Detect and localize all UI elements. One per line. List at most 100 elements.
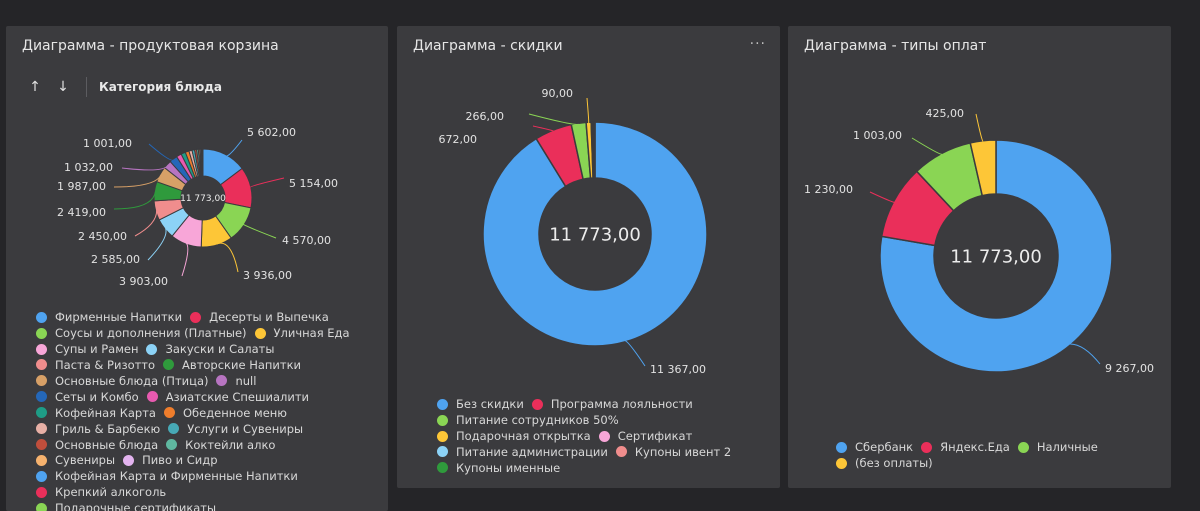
legend-label: Подарочные сертификаты [55, 501, 217, 511]
legend-color-dot-icon [146, 391, 158, 403]
legend-item-сеты-и-комбо[interactable]: Сеты и Комбо [36, 390, 139, 404]
legend-item-кофейная-карта-и-фирменные-напитки[interactable]: Кофейная Карта и Фирменные Напитки [36, 469, 298, 483]
leader-line-яндекс-еда [869, 191, 897, 204]
legend-item-без-скидки[interactable]: Без скидки [437, 397, 524, 411]
legend-label: Гриль & Барбекю [55, 421, 161, 436]
leader-line-супы-и-рамен [181, 242, 189, 277]
legend-label: Яндекс.Еда [940, 440, 1010, 454]
legend-item-подарочные-сертификаты[interactable]: Подарочные сертификаты [36, 501, 216, 511]
legend-item-сертификат[interactable]: Сертификат [598, 429, 692, 443]
center-total-label: 11 773,00 [549, 224, 641, 245]
data-label-без-скидки: 11 367,00 [650, 363, 706, 376]
leader-line-null [121, 164, 169, 171]
data-label-паста-ризотто: 2 450,00 [78, 230, 127, 243]
chart-legend: Фирменные Напитки Десерты и Выпечка Соусы … [36, 310, 358, 511]
legend-item-яндекс-еда[interactable]: Яндекс.Еда [921, 440, 1010, 454]
legend-color-dot-icon [36, 455, 47, 467]
legend-item-купоны-именные[interactable]: Купоны именные [437, 461, 560, 475]
legend-color-dot-icon [36, 439, 47, 451]
legend-item-супы-и-рамен[interactable]: Супы и Рамен [36, 342, 138, 356]
legend-item-сбербанк[interactable]: Сбербанк [836, 440, 913, 454]
legend-label: Коктейли алко [185, 437, 276, 452]
legend-item-без-оплаты[interactable]: (без оплаты) [836, 456, 933, 470]
panel-payment-types: Диаграмма - типы оплат 11 773,00 9 267,00… [788, 26, 1171, 488]
leader-line-подарочная-открытка [586, 97, 590, 124]
legend-item-соусы-и-дополнения-платные[interactable]: Соусы и дополнения (Платные) [36, 326, 247, 340]
legend-color-dot-icon [836, 441, 847, 453]
sort-field-label[interactable]: Категория блюда [99, 80, 223, 94]
slice-без-оплаты[interactable] [969, 139, 997, 197]
data-label-десерты-и-выпечка: 5 154,00 [289, 177, 338, 190]
legend-item-гриль-барбекю[interactable]: Гриль & Барбекю [36, 422, 160, 436]
legend-color-dot-icon [1017, 441, 1029, 453]
legend-label: (без оплаты) [855, 455, 933, 470]
legend-item-подарочная-открытка[interactable]: Подарочная открытка [437, 429, 591, 443]
legend-item-фирменные-напитки[interactable]: Фирменные Напитки [36, 310, 182, 324]
legend-item-закуски-и-салаты[interactable]: Закуски и Салаты [146, 342, 274, 356]
legend-item-азиатские-спешиалити[interactable]: Азиатские Спешиалити [146, 390, 309, 404]
legend-color-dot-icon [146, 343, 158, 355]
legend-label: Подарочная открытка [456, 428, 591, 443]
legend-color-dot-icon [163, 407, 175, 419]
legend-label: Без скидки [456, 397, 524, 411]
legend-item-обеденное-меню[interactable]: Обеденное меню [163, 406, 287, 420]
legend-row: Крепкий алкоголь [36, 485, 358, 501]
leader-line-сбербанк [1070, 343, 1101, 365]
legend-color-dot-icon [168, 423, 180, 435]
legend-item-услуги-и-сувениры[interactable]: Услуги и Сувениры [168, 422, 303, 436]
legend-label: Питание сотрудников 50% [456, 412, 619, 427]
panel-title: Диаграмма - продуктовая корзина [22, 38, 279, 54]
leader-line-авторские-напитки [113, 191, 156, 210]
legend-item-наличные[interactable]: Наличные [1017, 440, 1098, 454]
legend-color-dot-icon [216, 375, 228, 387]
legend-item-пиво-и-сидр[interactable]: Пиво и Сидр [123, 453, 218, 467]
legend-item-авторские-напитки[interactable]: Авторские Напитки [163, 358, 301, 372]
data-label-уличная-еда: 3 936,00 [243, 269, 292, 282]
legend-color-dot-icon [36, 502, 47, 511]
legend-item-основные-блюда-птица[interactable]: Основные блюда (Птица) [36, 374, 208, 388]
sort-descending-icon[interactable]: ↓ [57, 79, 69, 95]
slice-подарочные-сертификаты[interactable] [201, 148, 204, 177]
legend-item-программа-лояльности[interactable]: Программа лояльности [531, 397, 693, 411]
legend-color-dot-icon [36, 359, 47, 371]
legend-row: Соусы и дополнения (Платные) Уличная Еда [36, 326, 358, 342]
legend-label: Кофейная Карта [55, 405, 156, 420]
legend-row: Основные блюда Коктейли алко [36, 438, 358, 454]
data-label-яндекс-еда: 1 230,00 [804, 183, 853, 196]
leader-line-фирменные-напитки [223, 139, 243, 157]
legend-item-коктейли-алко[interactable]: Коктейли алко [166, 438, 275, 452]
leader-line-наличные [911, 137, 943, 155]
slice-без-скидки[interactable] [482, 121, 708, 347]
legend-color-dot-icon [36, 375, 47, 387]
more-options-icon[interactable]: ··· [749, 36, 766, 52]
legend-item-питание-сотрудников-50[interactable]: Питание сотрудников 50% [437, 413, 619, 427]
sort-ascending-icon[interactable]: ↑ [29, 79, 41, 95]
legend-item-кофейная-карта[interactable]: Кофейная Карта [36, 406, 156, 420]
legend-item-сувениры[interactable]: Сувениры [36, 453, 115, 467]
legend-item-крепкий-алкоголь[interactable]: Крепкий алкоголь [36, 485, 166, 499]
legend-item-null[interactable]: null [216, 374, 256, 388]
legend-label: Сувениры [55, 453, 116, 468]
legend-item-купоны-ивент-2[interactable]: Купоны ивент 2 [615, 445, 731, 459]
legend-label: Десерты и Выпечка [209, 310, 329, 324]
legend-label: Фирменные Напитки [55, 310, 183, 324]
legend-label: Паста & Ризотто [55, 357, 156, 372]
legend-item-основные-блюда[interactable]: Основные блюда [36, 438, 158, 452]
legend-label: Закуски и Салаты [165, 341, 275, 356]
legend-row: Питание сотрудников 50% [437, 413, 739, 429]
legend-item-питание-администрации[interactable]: Питание администрации [437, 445, 608, 459]
slice-купоны-именные[interactable] [593, 121, 596, 179]
slice-сбербанк[interactable] [879, 139, 1113, 373]
donut-chart-payments: 11 773,00 9 267,00 1 230,00 1 003,00 425,00 [804, 107, 1154, 375]
legend-item-паста-ризотто[interactable]: Паста & Ризотто [36, 358, 155, 372]
legend-row: (без оплаты) [836, 456, 1106, 472]
data-label-питание-сотрудников-50: 266,00 [466, 110, 505, 123]
legend-item-уличная-еда[interactable]: Уличная Еда [254, 325, 350, 340]
legend-item-десерты-и-выпечка[interactable]: Десерты и Выпечка [190, 310, 329, 324]
legend-label: Сеты и Комбо [55, 389, 139, 404]
legend-label: Основные блюда (Птица) [55, 373, 209, 388]
legend-color-dot-icon [36, 471, 47, 483]
panel-title: Диаграмма - типы оплат [804, 38, 987, 54]
legend-label: null [235, 373, 257, 388]
legend-label: Уличная Еда [273, 325, 350, 340]
